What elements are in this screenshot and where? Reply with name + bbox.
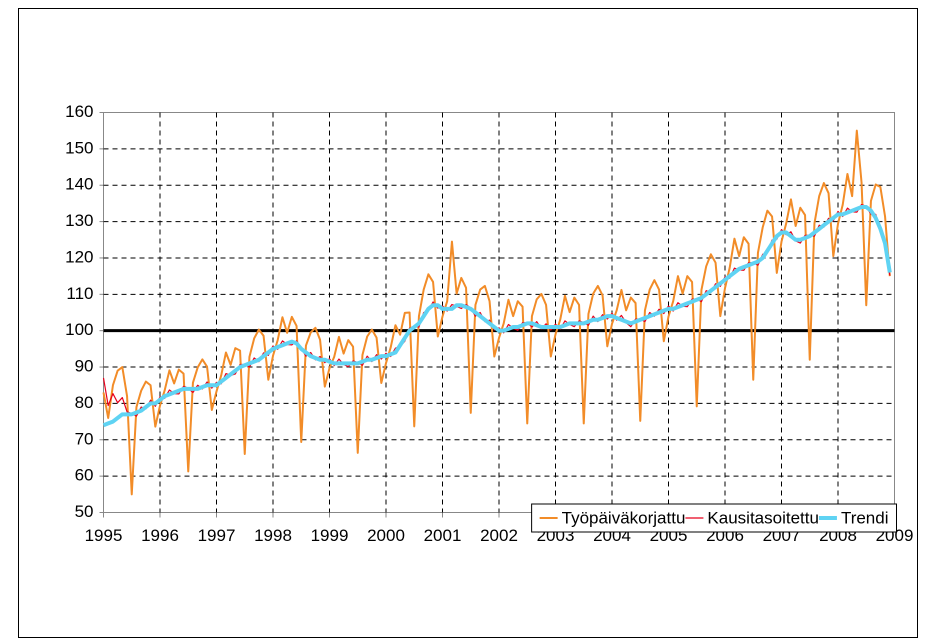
y-tick-label: 140 — [65, 175, 93, 194]
x-tick-label: 1995 — [85, 526, 123, 545]
y-tick-label: 110 — [66, 284, 93, 303]
x-tick-label: 1996 — [141, 526, 179, 545]
y-tick-label: 130 — [65, 211, 93, 230]
y-tick-label: 150 — [65, 138, 93, 157]
y-tick-label: 120 — [65, 247, 93, 266]
y-tick-label: 70 — [75, 429, 94, 448]
y-tick-label: 90 — [75, 357, 94, 376]
x-tick-label: 2000 — [367, 526, 405, 545]
x-tick-label: 1998 — [254, 526, 292, 545]
x-tick-label: 2002 — [480, 526, 518, 545]
y-tick-label: 100 — [65, 320, 93, 339]
y-tick-label: 60 — [75, 466, 94, 485]
y-tick-label: 80 — [75, 393, 94, 412]
y-tick-label: 160 — [65, 102, 93, 121]
data-line — [102, 129, 891, 496]
legend-label: Työpäiväkorjattu — [562, 508, 686, 527]
legend-label: Kausitasoitettu — [707, 508, 819, 527]
y-tick-label: 50 — [75, 502, 94, 521]
legend-label: Trendi — [841, 508, 889, 527]
x-tick-label: 1999 — [311, 526, 349, 545]
x-tick-label: 2001 — [424, 526, 462, 545]
data-line — [102, 205, 892, 428]
x-tick-label: 1997 — [198, 526, 236, 545]
